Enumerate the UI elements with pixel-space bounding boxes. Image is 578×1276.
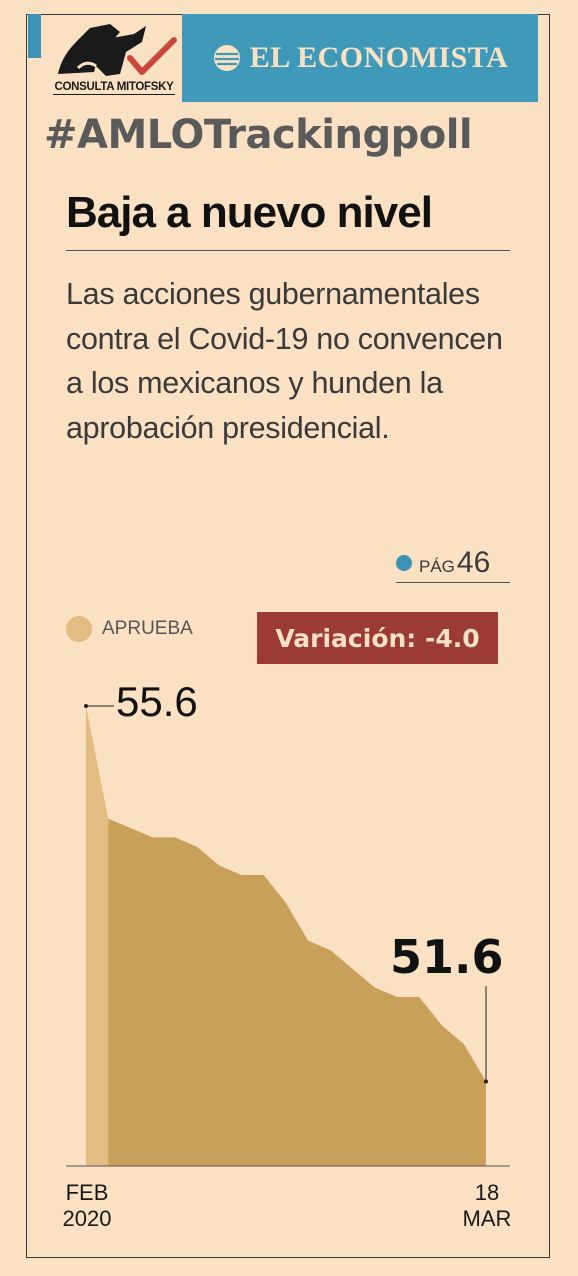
start-value-dot <box>84 704 88 708</box>
legend-swatch <box>66 616 92 642</box>
start-value-label: 55.6 <box>116 678 198 725</box>
x-tick-start-line1: FEB <box>65 1180 109 1205</box>
end-value-dot <box>484 1079 488 1084</box>
x-tick-end-line2: MAR <box>462 1206 512 1231</box>
page-reference-number: 46 <box>456 546 491 579</box>
area-main-series <box>108 818 486 1166</box>
headline: Baja a nuevo nivel <box>66 188 433 237</box>
area-first-segment <box>86 706 109 1166</box>
page-reference: PÁG 46 <box>396 546 510 583</box>
x-tick-end: 18 MAR <box>456 1180 518 1232</box>
el-economista-banner: EL ECONOMISTA <box>182 14 538 102</box>
globe-icon <box>213 45 240 71</box>
bullet-dot-icon <box>396 555 412 571</box>
corner-accent <box>28 14 41 58</box>
x-tick-start-line2: 2020 <box>62 1206 112 1231</box>
hashtag-title: #AMLOTrackingpoll <box>44 112 473 158</box>
el-economista-wordmark: EL ECONOMISTA <box>249 41 509 74</box>
legend-label: APRUEBA <box>102 618 193 639</box>
x-tick-start: FEB 2020 <box>56 1180 118 1232</box>
variation-badge: Variación: -4.0 <box>257 612 498 664</box>
end-value-label: 51.6 <box>390 930 504 984</box>
mitofsky-logo <box>58 24 177 76</box>
mitofsky-wordmark: CONSULTA MITOFSKY <box>53 81 175 95</box>
headline-divider <box>66 250 510 251</box>
summary-text: Las acciones gubernamentales contra el C… <box>66 277 503 445</box>
chart-legend: APRUEBA <box>66 616 193 642</box>
x-tick-end-line1: 18 <box>474 1180 500 1205</box>
page-reference-label: PÁG <box>419 557 455 576</box>
